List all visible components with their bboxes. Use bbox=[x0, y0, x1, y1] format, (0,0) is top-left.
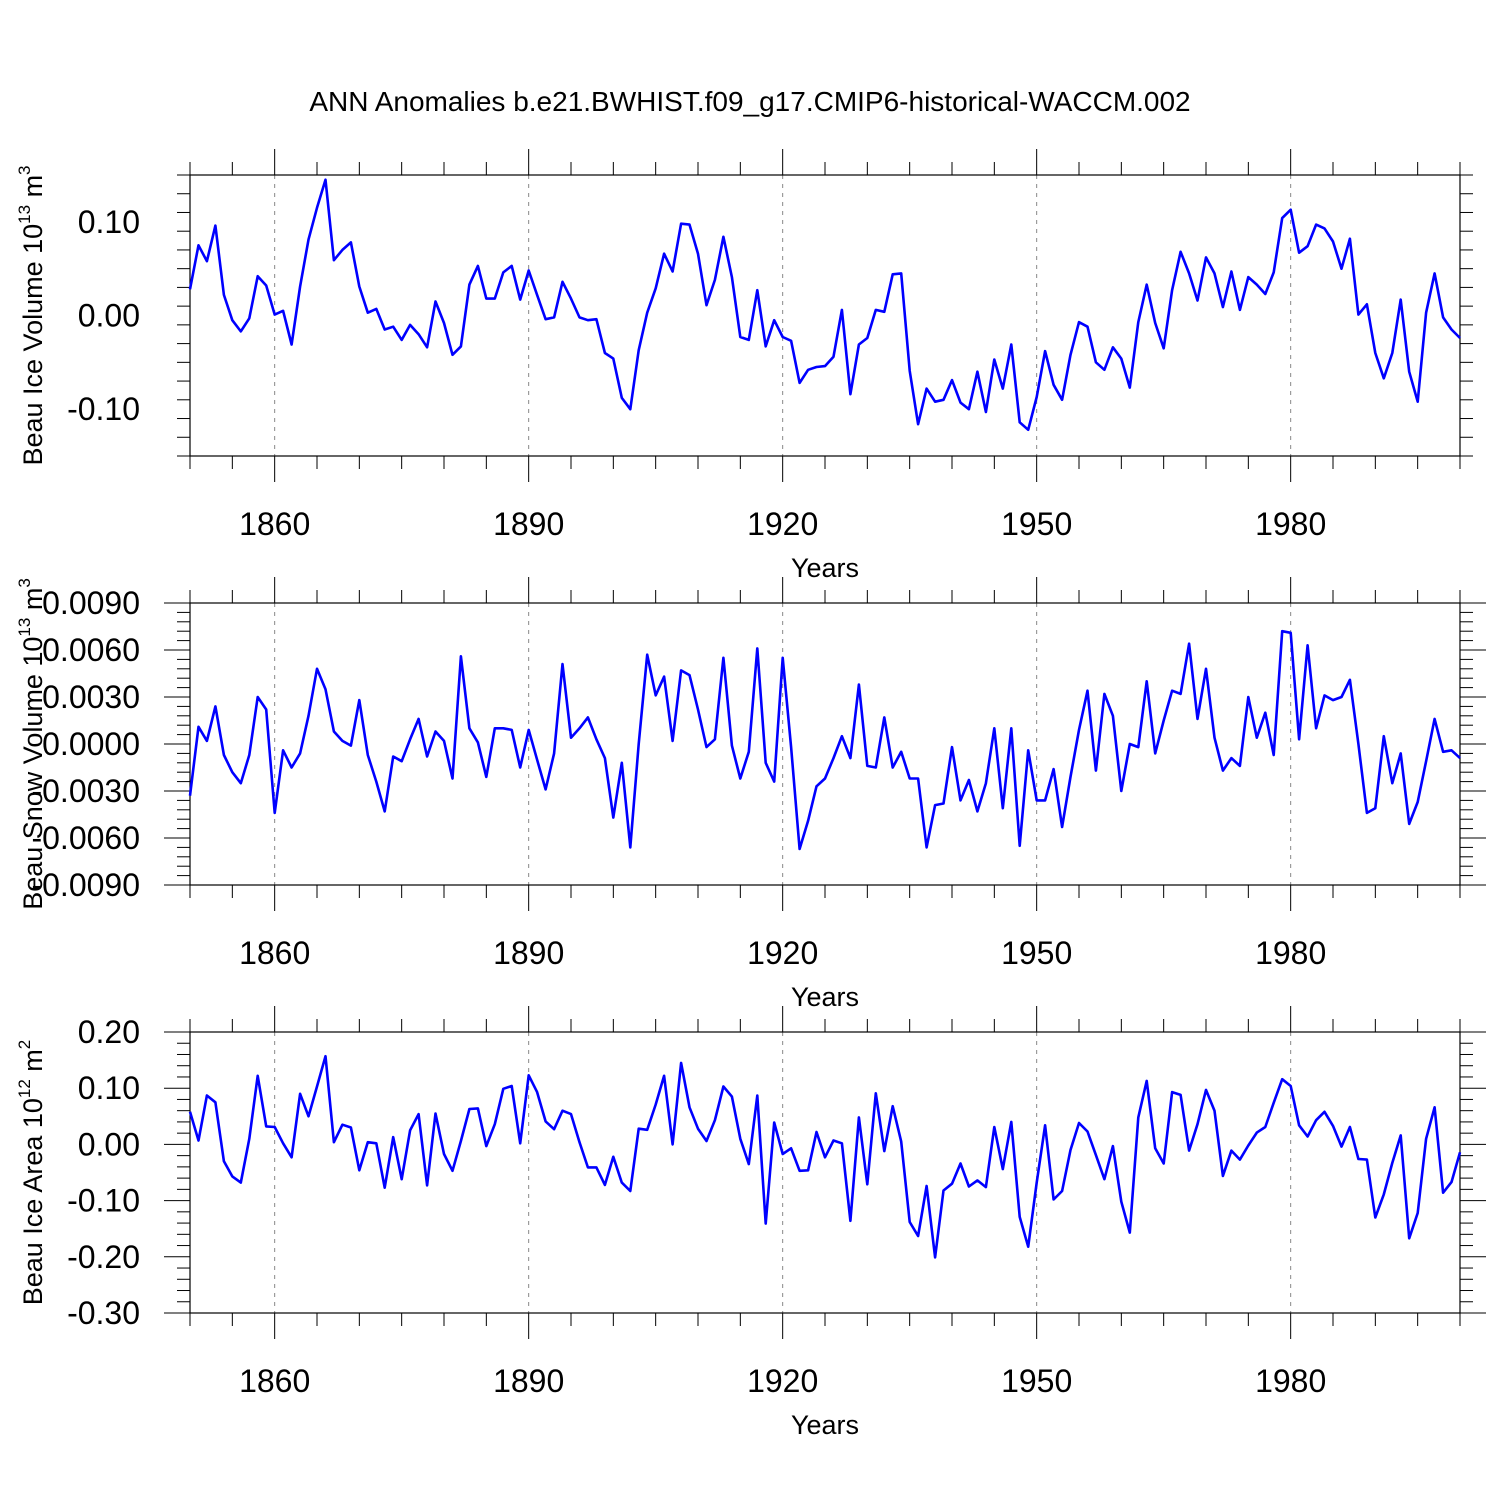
plot-frame bbox=[189, 174, 1461, 457]
y-axis-label: Beau Ice Area 1012 m2 bbox=[15, 1040, 48, 1306]
y-axis-label-unit: m bbox=[18, 588, 48, 618]
y-axis-label: Beau Ice Volume 1013 m3 bbox=[15, 165, 48, 465]
y-tick-label: 0.00 bbox=[78, 1126, 140, 1162]
panel-1: -0.10 0.00 0.10 1860 1890 1920 1950 1980 Years Be… bbox=[15, 149, 1473, 583]
x-axis-label: Years bbox=[791, 1410, 859, 1440]
y-tick-label: 0.10 bbox=[78, 1070, 140, 1106]
y-axis-label: Beau Snow Volume 1013 m3 bbox=[15, 578, 48, 910]
series-line bbox=[188, 629, 1461, 851]
y-axis-label-exponent: 13 bbox=[15, 205, 34, 224]
plot-frame bbox=[189, 602, 1461, 886]
y-axis-label-unit-exponent: 3 bbox=[15, 578, 34, 587]
y-tick-label: -0.10 bbox=[67, 1183, 140, 1219]
y-tick-label: 0.0030 bbox=[42, 679, 140, 715]
x-tick-label: 1920 bbox=[747, 1363, 818, 1399]
y-axis-label-unit-exponent: 3 bbox=[15, 165, 34, 174]
x-tick-label: 1920 bbox=[747, 935, 818, 971]
x-tick-label: 1860 bbox=[239, 935, 310, 971]
panel-3: -0.30 -0.20 -0.10 0.00 0.10 0.20 1860 1890 1920 1… bbox=[15, 1006, 1486, 1440]
x-axis-label: Years bbox=[791, 553, 859, 583]
y-axis-label-unit: m bbox=[18, 1049, 48, 1079]
y-tick-label: 0.0000 bbox=[42, 726, 140, 762]
y-axis-label-text: Beau Ice Volume 10 bbox=[18, 224, 48, 466]
y-tick-label: 0.0060 bbox=[42, 632, 140, 668]
y-tick-label: -0.30 bbox=[67, 1295, 140, 1331]
y-tick-label: -0.0090 bbox=[31, 867, 140, 903]
y-axis-label-unit-exponent: 2 bbox=[15, 1040, 34, 1049]
y-axis-label-text: Beau Snow Volume 10 bbox=[18, 637, 48, 910]
y-axis-label-unit: m bbox=[18, 175, 48, 205]
x-tick-label: 1890 bbox=[493, 506, 564, 542]
y-axis-label-exponent: 13 bbox=[15, 618, 34, 637]
x-tick-label: 1980 bbox=[1255, 1363, 1326, 1399]
panels: -0.10 0.00 0.10 1860 1890 1920 1950 1980 Years Be… bbox=[15, 149, 1486, 1440]
x-tick-label: 1920 bbox=[747, 506, 818, 542]
y-axis-label-text: Beau Ice Area 10 bbox=[18, 1098, 48, 1305]
x-tick-label: 1860 bbox=[239, 506, 310, 542]
series-line bbox=[188, 178, 1461, 432]
x-tick-label: 1980 bbox=[1255, 506, 1326, 542]
x-axis-label: Years bbox=[791, 982, 859, 1012]
y-tick-label: -0.0060 bbox=[31, 820, 140, 856]
y-tick-label: 0.10 bbox=[78, 204, 140, 240]
x-tick-label: 1890 bbox=[493, 935, 564, 971]
y-tick-label: 0.20 bbox=[78, 1014, 140, 1050]
figure-title: ANN Anomalies b.e21.BWHIST.f09_g17.CMIP6… bbox=[309, 86, 1190, 117]
panel-2: -0.0090 -0.0060 -0.0030 0.0000 0.0030 0.0060 0… bbox=[15, 577, 1486, 1012]
y-tick-label: -0.20 bbox=[67, 1239, 140, 1275]
y-tick-label: -0.0030 bbox=[31, 773, 140, 809]
x-tick-label: 1950 bbox=[1001, 506, 1072, 542]
x-tick-label: 1950 bbox=[1001, 935, 1072, 971]
plot-frame bbox=[189, 1031, 1461, 1314]
y-tick-label: 0.0090 bbox=[42, 585, 140, 621]
x-tick-label: 1860 bbox=[239, 1363, 310, 1399]
series-line bbox=[188, 1054, 1462, 1259]
y-tick-label: -0.10 bbox=[67, 391, 140, 427]
x-tick-label: 1890 bbox=[493, 1363, 564, 1399]
y-axis-label-exponent: 12 bbox=[15, 1079, 34, 1098]
x-tick-label: 1980 bbox=[1255, 935, 1326, 971]
x-tick-label: 1950 bbox=[1001, 1363, 1072, 1399]
y-tick-label: 0.00 bbox=[78, 298, 140, 334]
